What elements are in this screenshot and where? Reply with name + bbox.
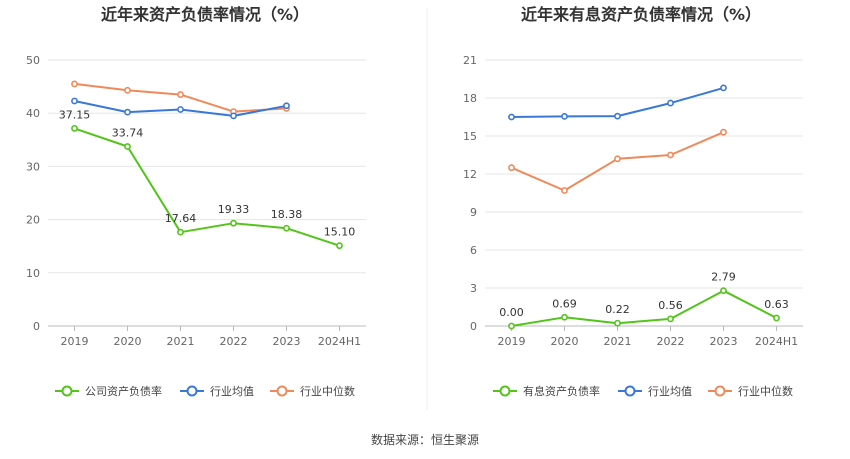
x-tick-label: 2021: [604, 335, 632, 348]
data-label: 18.38: [271, 208, 303, 221]
legend-label: 行业均值: [648, 385, 692, 398]
legend-item[interactable]: 行业中位数: [708, 384, 793, 398]
data-label: 19.33: [218, 203, 250, 216]
y-tick-label: 12: [463, 168, 477, 181]
series-line: [511, 289, 777, 327]
data-label: 0.69: [552, 297, 577, 310]
x-tick-label: 2020: [114, 335, 142, 348]
data-point: [124, 143, 131, 150]
data-point: [720, 84, 727, 92]
data-label: 37.15: [59, 108, 91, 121]
data-point: [561, 187, 568, 194]
data-label: 17.64: [165, 212, 197, 225]
debt-ratio-chart: 近年来资产负债率情况（%） 0 10 20 30 40 50 2019 2020 2021 2022…: [26, 5, 366, 398]
series-line: [511, 86, 724, 118]
data-point: [508, 164, 515, 172]
x-tick-label: 2023: [273, 335, 301, 348]
data-label: 0.22: [605, 303, 630, 316]
data-point: [124, 86, 131, 94]
legend-swatch-marker: [624, 385, 636, 397]
data-point: [71, 124, 78, 132]
y-tick-label: 18: [463, 92, 477, 105]
y-tick-label: 50: [26, 54, 40, 67]
legend-swatch-marker: [714, 385, 726, 397]
data-label: 33.74: [112, 127, 144, 140]
x-tick-label: 2020: [551, 335, 579, 348]
y-tick-label: 21: [463, 54, 477, 67]
data-label: 0.63: [764, 298, 789, 311]
series-line: [74, 127, 340, 247]
x-tick-label: 2024H1: [755, 335, 798, 348]
y-tick-label: 3: [470, 282, 477, 295]
data-point: [561, 313, 568, 321]
data-point: [177, 228, 184, 236]
data-label: 0.56: [658, 299, 683, 312]
data-point: [230, 219, 237, 227]
data-label: 2.79: [711, 271, 736, 284]
data-point: [508, 113, 515, 121]
data-point: [508, 322, 515, 330]
data-point: [773, 314, 780, 322]
data-point: [667, 315, 674, 323]
chart-title: 近年来资产负债率情况（%）: [101, 5, 309, 24]
data-point: [561, 112, 568, 120]
data-point: [667, 99, 674, 107]
y-tick-label: 0: [470, 320, 477, 333]
data-point: [283, 224, 290, 232]
legend-swatch-marker: [61, 385, 73, 397]
data-point: [177, 91, 184, 98]
y-tick-label: 40: [26, 107, 40, 120]
data-point: [614, 112, 621, 120]
x-tick-label: 2022: [657, 335, 685, 348]
legend-label: 行业中位数: [300, 384, 355, 398]
data-source-note: 数据来源：恒生聚源: [371, 432, 479, 447]
data-point: [720, 128, 727, 136]
x-tick-label: 2022: [220, 335, 248, 348]
data-point: [177, 106, 184, 113]
data-point: [614, 155, 621, 163]
data-point: [71, 97, 78, 105]
data-point: [71, 80, 78, 88]
data-point: [667, 151, 674, 159]
x-tick-label: 2024H1: [318, 335, 361, 348]
legend-label: 公司资产负债率: [85, 384, 162, 398]
x-tick-label: 2019: [61, 335, 89, 348]
legend-item[interactable]: 公司资产负债率: [55, 384, 162, 398]
legend-item[interactable]: 行业均值: [180, 385, 254, 398]
y-tick-label: 6: [470, 244, 477, 257]
chart-title: 近年来有息资产负债率情况（%）: [521, 5, 761, 24]
data-point: [283, 102, 290, 110]
legend-label: 有息资产负债率: [523, 384, 600, 398]
y-tick-label: 30: [26, 160, 40, 173]
x-tick-label: 2023: [710, 335, 738, 348]
legend-item[interactable]: 行业中位数: [270, 384, 355, 398]
data-label: 15.10: [324, 226, 356, 239]
legend-item[interactable]: 有息资产负债率: [493, 384, 600, 398]
y-tick-label: 0: [33, 320, 40, 333]
legend-label: 行业均值: [210, 385, 254, 398]
data-point: [230, 112, 237, 120]
legend-item[interactable]: 行业均值: [618, 385, 692, 398]
data-label: 0.00: [499, 306, 524, 319]
legend-swatch-marker: [276, 385, 288, 397]
data-point: [614, 319, 621, 327]
x-tick-label: 2021: [167, 335, 195, 348]
data-point: [336, 242, 343, 250]
data-point: [720, 287, 727, 295]
legend-swatch-marker: [186, 385, 198, 397]
legend-label: 行业中位数: [738, 384, 793, 398]
y-tick-label: 20: [26, 214, 40, 227]
interest-bearing-debt-ratio-chart: 近年来有息资产负债率情况（%） 0 3 6 9 12 15 18 21 2019 2020 2021 2…: [463, 5, 803, 398]
x-tick-label: 2019: [498, 335, 526, 348]
y-tick-label: 10: [26, 267, 40, 280]
data-point: [124, 108, 131, 116]
y-tick-label: 15: [463, 130, 477, 143]
y-tick-label: 9: [470, 206, 477, 219]
legend-swatch-marker: [499, 385, 511, 397]
